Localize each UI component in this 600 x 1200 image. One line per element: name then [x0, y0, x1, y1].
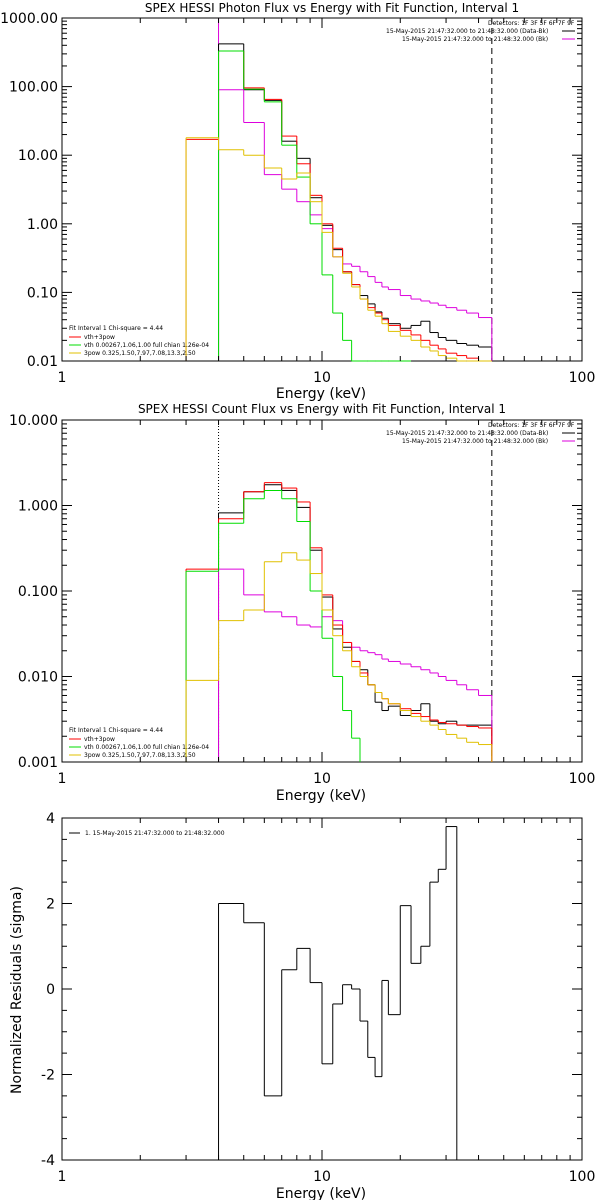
x-axis-label: Energy (keV)	[276, 386, 366, 402]
x-tick-label: 10	[313, 771, 331, 787]
x-axis-ticks: 1 10 100	[58, 420, 596, 787]
photon-flux-panel: SPEX HESSI Photon Flux vs Energy with Fi…	[0, 1, 595, 402]
y-tick-label: 0.100	[18, 584, 58, 600]
y-tick-label: 10.000	[9, 413, 58, 429]
legend-title: Fit Interval 1 Chi-square = 4.44	[69, 325, 163, 332]
x-axis-label: Energy (keV)	[276, 1186, 366, 1200]
y-tick-label: 100.00	[9, 80, 58, 96]
x-axis-label: Energy (keV)	[276, 788, 366, 804]
y-tick-label: 0.10	[27, 285, 58, 301]
legend-entry-vth: vth 0.00267,1.06,1.00 full chian 1.26e-0…	[84, 744, 209, 751]
x-tick-label: 100	[569, 370, 596, 386]
y-axis-ticks: -4 -2 0 2 4	[41, 811, 582, 1169]
legend-entry-3pow: 3pow 0.325,1.50,7.97,7.08,13.3,2.50	[84, 752, 196, 759]
residuals-panel: 1 10 100 -4 -2 0 2 4 Energy (keV) Normalized R…	[9, 811, 595, 1200]
x-tick-label: 100	[569, 771, 596, 787]
y-tick-label: -4	[41, 1153, 55, 1169]
legend-entry-vth-3pow: vth+3pow	[84, 334, 115, 341]
info-line-detectors: Detectors: 1F 3F 5F 6F 7F 9F	[488, 422, 575, 429]
y-tick-label: 4	[46, 811, 55, 827]
residual-marks	[218, 826, 458, 1160]
y-tick-label: 10.00	[18, 148, 58, 164]
legend-entry-vth: vth 0.00267,1.06,1.00 full chian 1.26e-0…	[84, 342, 209, 349]
y-tick-label: 0.010	[18, 670, 58, 686]
photon-flux-marks	[185, 18, 493, 362]
x-tick-label: 1	[58, 370, 67, 386]
info-line-data: 15-May-2015 21:47:32.000 to 21:48:32.000…	[386, 28, 548, 35]
x-tick-label: 1	[58, 771, 67, 787]
x-axis-ticks: 1 10 100	[58, 818, 596, 1185]
x-tick-label: 10	[313, 1169, 331, 1185]
info-line-data: 15-May-2015 21:47:32.000 to 21:48:32.000…	[386, 430, 548, 437]
y-tick-label: 0	[46, 982, 55, 998]
info-line-bk: 15-May-2015 21:47:32.000 to 21:48:32.000…	[402, 438, 548, 445]
y-tick-label: 1.00	[27, 217, 58, 233]
y-tick-label: -2	[41, 1068, 55, 1084]
y-axis-ticks: 0.01 0.10 1.00 10.00 100.00 1000.00	[0, 11, 582, 370]
y-axis-ticks: 0.001 0.010 0.100 1.000 10.000	[9, 413, 582, 771]
x-tick-label: 100	[569, 1169, 596, 1185]
y-tick-label: 0.01	[27, 354, 58, 370]
legend: Fit Interval 1 Chi-square = 4.44 vth+3po…	[69, 325, 209, 357]
x-tick-label: 1	[58, 1169, 67, 1185]
chart-title: SPEX HESSI Photon Flux vs Energy with Fi…	[145, 1, 519, 15]
legend-entry: 1. 15-May-2015 21:47:32.000 to 21:48:32.…	[85, 830, 225, 837]
legend-entry-3pow: 3pow 0.325,1.50,7.97,7.08,13.3,2.50	[84, 350, 196, 357]
y-tick-label: 0.001	[18, 755, 58, 771]
x-tick-label: 10	[313, 370, 331, 386]
legend-title: Fit Interval 1 Chi-square = 4.44	[69, 727, 163, 734]
count-flux-panel: SPEX HESSI Count Flux vs Energy with Fit…	[9, 402, 595, 804]
info-line-detectors: Detectors: 1F 3F 5F 6F 7F 9F	[488, 20, 575, 27]
y-tick-label: 1000.00	[0, 11, 58, 27]
y-tick-label: 2	[46, 897, 55, 913]
info-line-bk: 15-May-2015 21:47:32.000 to 21:48:32.000…	[402, 36, 548, 43]
x-axis-ticks: 1 10 100	[58, 18, 596, 386]
series-3pow	[185, 137, 492, 362]
series-1-15-may-2015-21-47-32-000-to-21-48-32-000	[218, 826, 458, 1160]
legend: Fit Interval 1 Chi-square = 4.44 vth+3po…	[69, 727, 209, 759]
count-flux-marks	[185, 420, 493, 762]
series-3pow	[185, 552, 493, 762]
y-tick-label: 1.000	[18, 499, 58, 515]
y-axis-label: Normalized Residuals (sigma)	[9, 886, 25, 1094]
legend-entry-vth-3pow: vth+3pow	[84, 736, 115, 743]
chart-title: SPEX HESSI Count Flux vs Energy with Fit…	[138, 402, 506, 416]
